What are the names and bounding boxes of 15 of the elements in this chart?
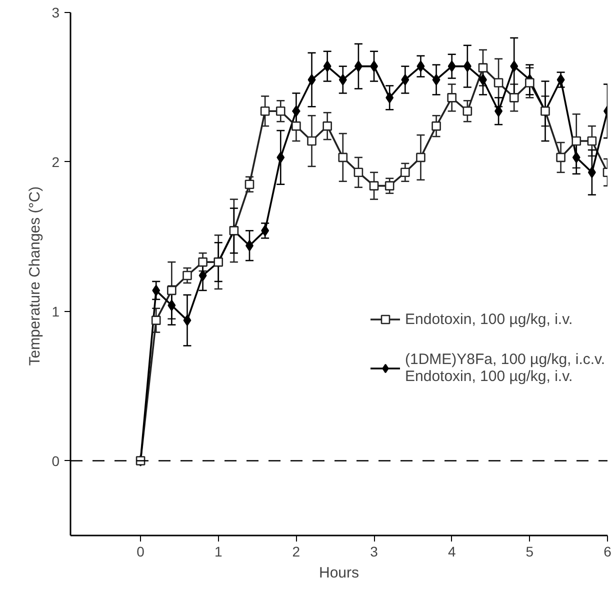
x-tick-label: 4 bbox=[448, 544, 456, 560]
x-tick-label: 0 bbox=[136, 544, 145, 560]
x-tick-label: 5 bbox=[526, 544, 534, 560]
y-tick-label: 1 bbox=[52, 303, 60, 320]
x-tick-label: 2 bbox=[292, 544, 300, 560]
x-tick-label: 3 bbox=[370, 544, 378, 560]
x-tick-label: 1 bbox=[214, 544, 222, 560]
legend-label: Endotoxin, 100 µg/kg, i.v. bbox=[405, 310, 573, 328]
y-axis-title: Temperature Changes (°C) bbox=[26, 186, 44, 366]
y-tick-label: 0 bbox=[52, 452, 60, 469]
legend-label: (1DME)Y8Fa, 100 µg/kg, i.c.v. Endotoxin, 100 µg/kg, i.v. bbox=[405, 351, 606, 385]
x-tick-label: 6 bbox=[604, 544, 612, 560]
x-axis-title: Hours bbox=[318, 564, 360, 582]
y-tick-label: 2 bbox=[52, 154, 60, 170]
y-tick-label: 3 bbox=[52, 4, 60, 20]
